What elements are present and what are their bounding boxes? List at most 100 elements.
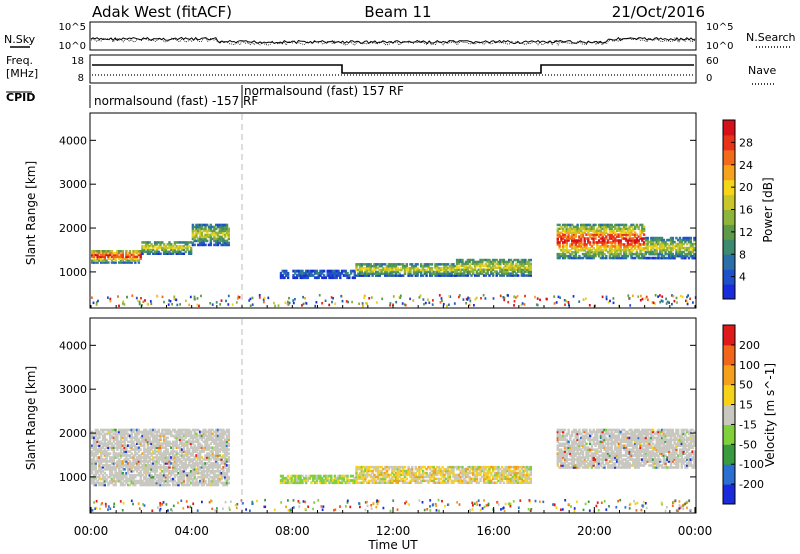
echo-cell (130, 452, 133, 455)
echo-cell (434, 473, 437, 477)
echo-cell (412, 473, 416, 477)
echo-cell (362, 274, 365, 277)
echo-cell (373, 475, 376, 479)
echo-cell (504, 465, 507, 469)
echo-cell (684, 248, 687, 252)
echo-cell (96, 255, 99, 259)
echo-cell (482, 467, 486, 471)
noise-tick-left-top: 10^5 (59, 22, 86, 33)
echo-cell (619, 256, 622, 260)
echo-cell (91, 251, 94, 255)
echo-cell (110, 477, 114, 481)
noise-tick-left-bottom: 10^0 (59, 41, 86, 52)
echo-cell (100, 483, 103, 487)
echo-cell (295, 274, 299, 277)
echo-cell (601, 223, 604, 227)
echo-cell (497, 264, 500, 268)
echo-cell (358, 475, 362, 479)
echo-cell (130, 464, 133, 467)
echo-cell (152, 246, 155, 250)
echo-cell (461, 262, 464, 266)
echo-cell (578, 229, 581, 232)
echo-cell (624, 237, 628, 240)
echo-cell (175, 454, 178, 457)
echo-cell (389, 266, 392, 270)
echo-cell (175, 456, 178, 459)
echo-cell (569, 223, 572, 227)
echo-cell (148, 479, 151, 483)
echo-cell (403, 272, 407, 275)
echo-cell (141, 466, 144, 469)
echo-cell (193, 225, 196, 229)
echo-cell (686, 242, 689, 246)
echo-cell (110, 456, 114, 459)
echo-cell (671, 242, 674, 246)
echo-cell (164, 452, 168, 455)
echo-cell (475, 272, 479, 275)
echo-cell (677, 246, 680, 250)
echo-cell (119, 430, 123, 434)
echo-cell (394, 263, 398, 266)
echo-cell (587, 256, 590, 260)
echo-cell (562, 252, 565, 256)
echo-cell (175, 252, 178, 255)
echo-cell (281, 479, 284, 482)
y-tick-label: 3000 (59, 178, 87, 191)
echo-cell (119, 446, 123, 449)
colorbar-swatch (723, 269, 735, 285)
echo-cell (143, 438, 146, 442)
echo-cell (184, 241, 187, 244)
echo-cell (486, 266, 489, 269)
echo-cell (105, 464, 108, 467)
echo-cell (450, 479, 453, 483)
echo-cell (454, 272, 457, 275)
echo-cell (189, 452, 193, 455)
echo-cell (400, 465, 403, 469)
echo-cell (150, 468, 153, 471)
echo-cell (569, 227, 572, 231)
echo-cell (224, 464, 227, 467)
echo-cell (121, 432, 124, 436)
echo-cell (687, 240, 691, 244)
colorbar-swatch (723, 224, 735, 240)
echo-cell (610, 241, 613, 244)
echo-cell (597, 254, 601, 258)
echo-cell (200, 239, 204, 243)
echo-cell (215, 475, 218, 479)
echo-cell (204, 456, 207, 459)
echo-cell (130, 442, 133, 445)
echo-cell (558, 442, 561, 446)
echo-cell (403, 270, 407, 274)
echo-cell (130, 456, 133, 459)
echo-cell (409, 473, 412, 477)
echo-cell (146, 252, 150, 255)
echo-cell (177, 434, 180, 438)
echo-cell (326, 476, 329, 480)
echo-cell (493, 475, 497, 479)
echo-cell (179, 448, 182, 451)
echo-cell (189, 471, 193, 475)
echo-cell (452, 479, 455, 483)
echo-cell (182, 252, 186, 255)
echo-cell (562, 444, 565, 447)
echo-cell (110, 479, 114, 483)
clutter-cell (473, 304, 475, 307)
echo-cell (524, 479, 527, 483)
echo-cell (682, 250, 685, 254)
echo-cell (524, 274, 527, 277)
echo-cell (225, 428, 229, 432)
echo-cell (563, 235, 567, 238)
echo-cell (355, 477, 358, 481)
echo-cell (98, 481, 101, 485)
echo-cell (179, 479, 182, 483)
echo-cell (222, 475, 225, 479)
echo-cell (344, 271, 347, 275)
echo-cell (175, 452, 178, 455)
echo-cell (641, 254, 644, 258)
echo-cell (466, 475, 470, 479)
echo-cell (411, 473, 414, 477)
echo-cell (91, 464, 94, 467)
clutter-cell (258, 296, 261, 299)
echo-cell (322, 269, 326, 273)
echo-cell (177, 483, 180, 487)
